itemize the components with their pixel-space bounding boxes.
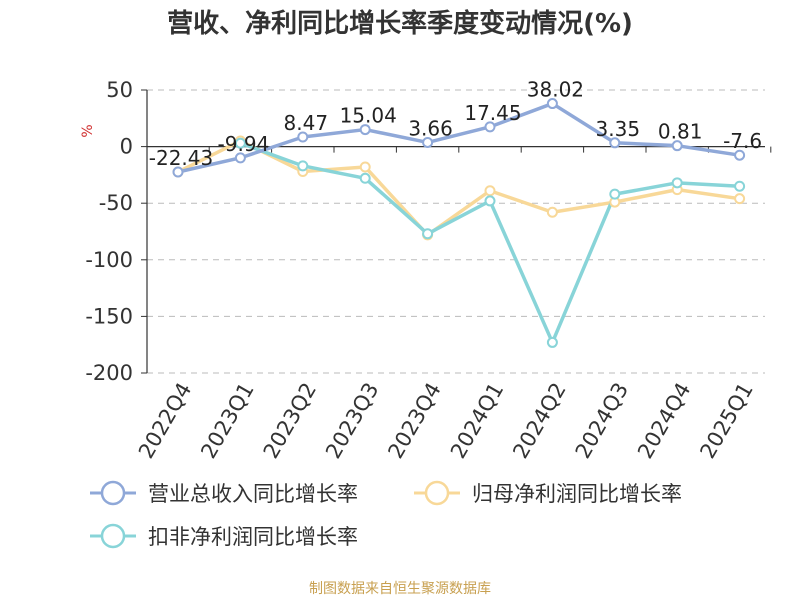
data-point	[734, 193, 746, 205]
data-label: 8.47	[284, 111, 329, 135]
data-point	[234, 152, 246, 164]
data-label: 3.35	[596, 117, 641, 141]
x-tick-label: 2023Q2	[259, 379, 321, 463]
data-point	[359, 161, 371, 173]
x-tick-label: 2024Q3	[571, 379, 633, 463]
x-tick-label: 2025Q1	[695, 379, 757, 463]
data-point	[297, 131, 309, 143]
data-point	[484, 121, 496, 133]
data-point	[671, 177, 683, 189]
x-tick-label: 2024Q2	[508, 379, 570, 463]
data-point	[359, 124, 371, 136]
data-point	[234, 137, 246, 149]
y-tick-label: -150	[85, 304, 133, 328]
x-tick-label: 2023Q4	[383, 378, 445, 462]
series-line-0	[176, 101, 742, 174]
data-point	[484, 185, 496, 197]
y-tick-labels: 50 0 -50 -100 -150 -200	[85, 78, 133, 385]
data-label: -7.6	[723, 129, 762, 153]
legend-label-0: 营业总收入同比增长率	[148, 482, 358, 506]
data-point	[609, 188, 621, 200]
y-tick-label: 50	[106, 78, 133, 102]
x-tick-label: 2022Q4	[134, 379, 196, 463]
data-label: 3.66	[408, 116, 453, 140]
data-point	[422, 228, 434, 240]
data-point	[359, 172, 371, 184]
data-point	[734, 180, 746, 192]
data-label: 17.45	[464, 101, 521, 125]
x-tick-label: 2024Q1	[446, 379, 508, 463]
chart-title: 营收、净利同比增长率季度变动情况(%)	[167, 8, 633, 39]
data-point	[172, 166, 184, 178]
y-tick-label: -200	[85, 361, 133, 385]
data-point	[671, 140, 683, 152]
data-label: 0.81	[658, 120, 703, 144]
x-tick-label: 2023Q3	[321, 379, 383, 463]
data-point	[546, 336, 558, 348]
y-axis-unit: %	[80, 124, 96, 137]
y-tick-label: -100	[85, 248, 133, 272]
x-tick-label: 2024Q4	[633, 379, 695, 463]
x-tick-labels: 2022Q4 2023Q1 2023Q2 2023Q3 2023Q4 2024Q1 2024…	[134, 378, 758, 462]
series-line-2	[238, 141, 742, 345]
data-label: 15.04	[340, 104, 397, 128]
data-point	[546, 206, 558, 218]
series-points	[172, 98, 746, 348]
data-label: -22.43	[149, 146, 213, 170]
y-tick-label: -50	[99, 191, 133, 215]
x-tick-label: 2023Q1	[196, 379, 258, 463]
data-point	[484, 195, 496, 207]
data-point	[546, 98, 558, 110]
grid-lines	[147, 89, 765, 374]
data-point	[297, 160, 309, 172]
legend-label-1: 归母净利润同比增长率	[472, 482, 682, 506]
y-tick-label: 0	[120, 135, 133, 159]
source-note: 制图数据来自恒生聚源数据库	[309, 581, 491, 597]
legend-label-2: 扣非净利润同比增长率	[148, 525, 358, 549]
data-point	[422, 136, 434, 148]
legend-marker-1	[424, 480, 450, 506]
data-label: -9.94	[218, 132, 270, 156]
legend-marker-0	[100, 480, 126, 506]
data-point	[609, 137, 621, 149]
data-label: 38.02	[527, 78, 584, 102]
legend-marker-2	[100, 523, 126, 549]
data-point	[734, 149, 746, 161]
